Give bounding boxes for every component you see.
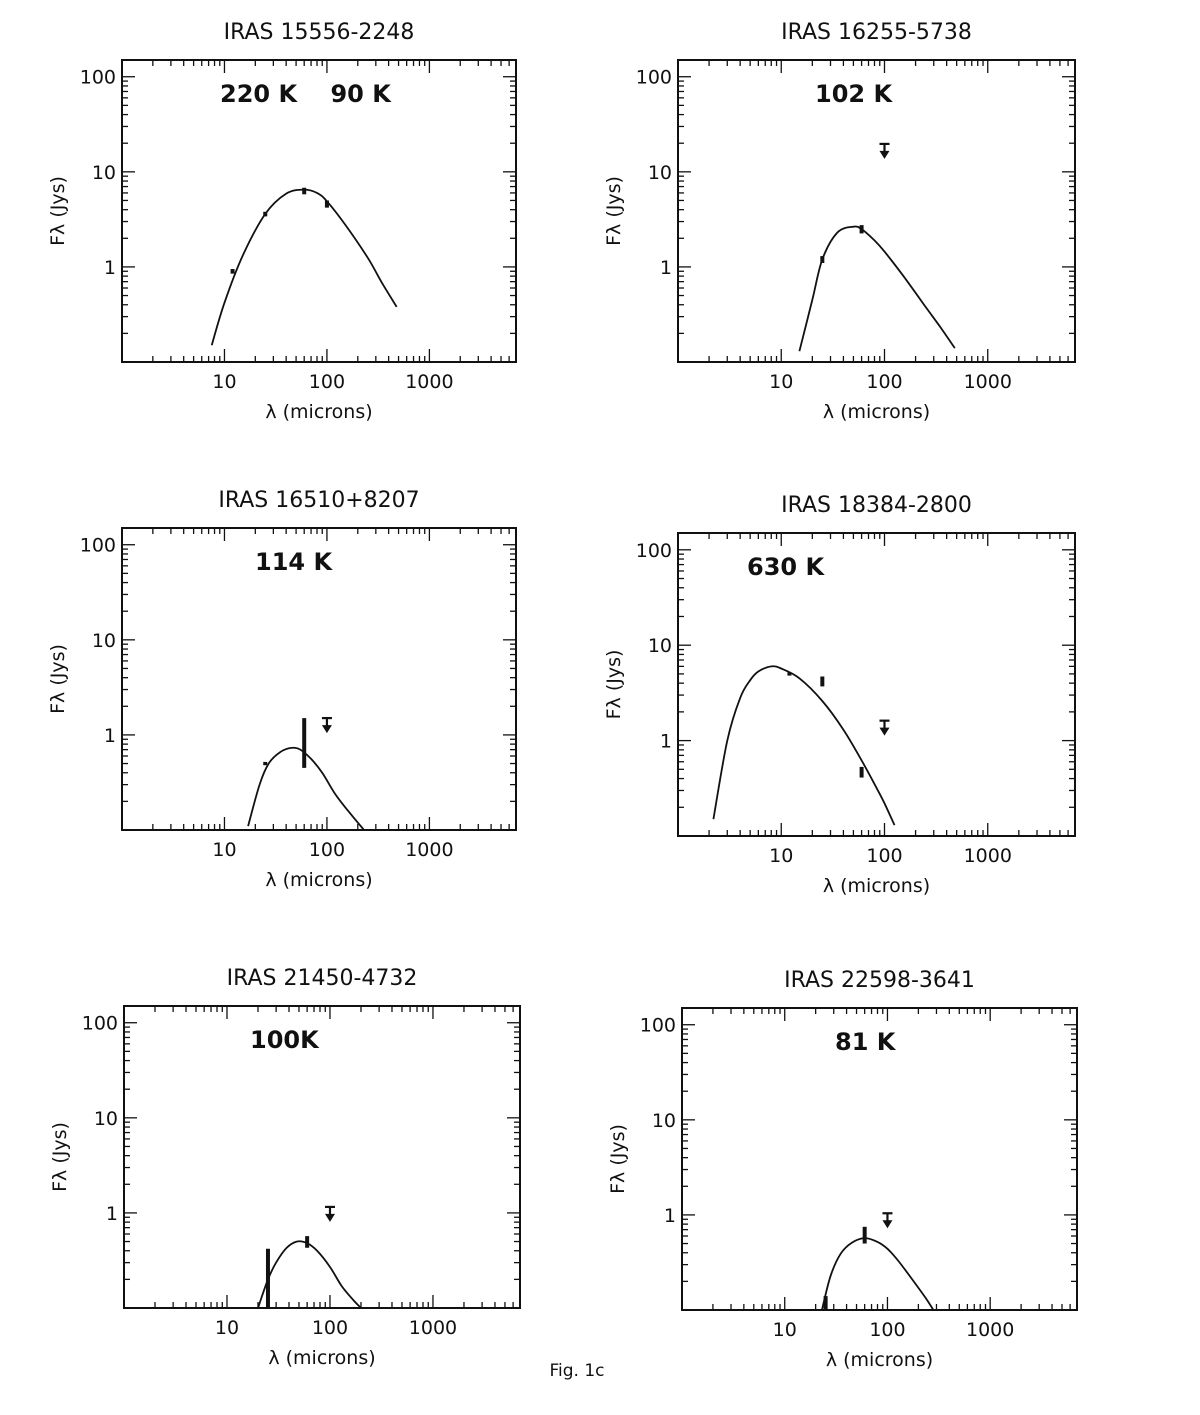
x-tick-label: 1000 bbox=[964, 371, 1012, 393]
fit-curve bbox=[210, 188, 398, 346]
x-tick-label: 100 bbox=[309, 839, 345, 861]
y-tick-label: 1 bbox=[104, 257, 116, 279]
fit-curve bbox=[712, 665, 896, 826]
figure-caption: Fig. 1c bbox=[549, 1361, 604, 1381]
x-tick-label: 100 bbox=[866, 845, 902, 867]
upper-limit-head bbox=[324, 1213, 335, 1222]
x-tick-label: 100 bbox=[309, 371, 345, 393]
y-tick-label: 10 bbox=[94, 1108, 118, 1130]
y-tick-label: 1 bbox=[106, 1203, 118, 1225]
chart-title: IRAS 16510+8207 bbox=[218, 488, 419, 513]
x-tick-label: 10 bbox=[769, 371, 793, 393]
x-axis-label: λ (microns) bbox=[826, 1349, 933, 1371]
upper-limit-arrow bbox=[321, 716, 332, 734]
upper-limit-head bbox=[882, 1220, 893, 1229]
upper-limit-head bbox=[321, 725, 332, 734]
x-tick-label: 10 bbox=[215, 1317, 239, 1339]
fit-curve bbox=[821, 1237, 935, 1311]
plot-frame bbox=[677, 59, 1076, 363]
temperature-annotation: 102 K bbox=[815, 80, 893, 108]
plot-frame bbox=[123, 1005, 521, 1309]
y-tick-label: 100 bbox=[640, 1015, 676, 1037]
x-axis-label: λ (microns) bbox=[823, 401, 930, 423]
upper-limit-head bbox=[879, 150, 890, 159]
x-tick-label: 10 bbox=[769, 845, 793, 867]
chart-panel-4: 10 100 1000 1 10 100 IRAS 18384-2800 λ (microns… bbox=[603, 493, 1076, 897]
x-axis-label: λ (microns) bbox=[265, 401, 372, 423]
x-axis-label: λ (microns) bbox=[823, 875, 930, 897]
temperature-annotation: 81 K bbox=[835, 1028, 897, 1056]
x-tick-label: 10 bbox=[773, 1319, 797, 1341]
y-tick-label: 100 bbox=[636, 540, 672, 562]
chart-title: IRAS 22598-3641 bbox=[784, 968, 975, 993]
y-tick-label: 1 bbox=[660, 257, 672, 279]
upper-limit-arrow bbox=[324, 1205, 335, 1222]
chart-panel-5: 10 100 1000 1 10 100 IRAS 21450-4732 λ (microns… bbox=[49, 966, 521, 1369]
plot-frame bbox=[121, 527, 517, 831]
x-tick-label: 1000 bbox=[409, 1317, 457, 1339]
temperature-annotation: 114 K bbox=[255, 548, 333, 576]
x-axis-label: λ (microns) bbox=[268, 1347, 375, 1369]
y-tick-label: 100 bbox=[80, 535, 116, 557]
fit-curve bbox=[798, 225, 956, 352]
x-tick-label: 100 bbox=[866, 371, 902, 393]
x-tick-label: 100 bbox=[869, 1319, 905, 1341]
upper-limit-arrow bbox=[882, 1212, 893, 1229]
y-tick-label: 10 bbox=[92, 630, 116, 652]
y-tick-label: 100 bbox=[636, 67, 672, 89]
chart-title: IRAS 16255-5738 bbox=[781, 20, 972, 45]
y-axis-label: Fλ (Jys) bbox=[47, 644, 69, 714]
chart-panel-2: 10 100 1000 1 10 100 IRAS 16255-5738 λ (microns… bbox=[603, 20, 1076, 423]
y-axis-label: Fλ (Jys) bbox=[603, 650, 625, 720]
x-tick-label: 1000 bbox=[405, 839, 453, 861]
y-axis-label: Fλ (Jys) bbox=[47, 176, 69, 246]
upper-limit-arrow bbox=[879, 719, 890, 736]
upper-limit-arrow bbox=[879, 142, 890, 159]
x-tick-label: 1000 bbox=[964, 845, 1012, 867]
y-tick-label: 10 bbox=[652, 1110, 676, 1132]
chart-title: IRAS 18384-2800 bbox=[781, 493, 972, 518]
chart-panel-3: 10 100 1000 1 10 100 IRAS 16510+8207 λ (microns… bbox=[47, 488, 517, 891]
y-tick-label: 1 bbox=[660, 731, 672, 753]
y-tick-label: 1 bbox=[664, 1205, 676, 1227]
chart-title: IRAS 21450-4732 bbox=[227, 966, 418, 991]
x-tick-label: 10 bbox=[212, 371, 236, 393]
fit-curve bbox=[257, 1240, 362, 1309]
plot-frame bbox=[681, 1007, 1078, 1311]
y-tick-label: 10 bbox=[648, 162, 672, 184]
plot-frame bbox=[121, 59, 517, 363]
y-tick-label: 10 bbox=[648, 635, 672, 657]
y-tick-label: 10 bbox=[92, 162, 116, 184]
y-axis-label: Fλ (Jys) bbox=[607, 1124, 629, 1194]
y-tick-label: 100 bbox=[80, 67, 116, 89]
x-tick-label: 10 bbox=[212, 839, 236, 861]
temperature-annotation: 630 K bbox=[747, 553, 825, 581]
temperature-annotation: 220 K 90 K bbox=[220, 80, 392, 108]
x-tick-label: 100 bbox=[312, 1317, 348, 1339]
plot-frame bbox=[677, 532, 1076, 837]
fit-curve bbox=[247, 746, 365, 831]
upper-limit-head bbox=[879, 727, 890, 736]
y-axis-label: Fλ (Jys) bbox=[49, 1122, 71, 1192]
x-tick-label: 1000 bbox=[966, 1319, 1014, 1341]
y-tick-label: 100 bbox=[82, 1013, 118, 1035]
chart-title: IRAS 15556-2248 bbox=[224, 20, 415, 45]
chart-panel-1: 10 100 1000 1 10 100 IRAS 15556-2248 λ (microns… bbox=[47, 20, 517, 423]
temperature-annotation: 100K bbox=[250, 1026, 320, 1054]
x-tick-label: 1000 bbox=[405, 371, 453, 393]
y-tick-label: 1 bbox=[104, 725, 116, 747]
chart-panel-6: 10 100 1000 1 10 100 IRAS 22598-3641 λ (microns… bbox=[607, 968, 1078, 1371]
x-axis-label: λ (microns) bbox=[265, 869, 372, 891]
y-axis-label: Fλ (Jys) bbox=[603, 176, 625, 246]
